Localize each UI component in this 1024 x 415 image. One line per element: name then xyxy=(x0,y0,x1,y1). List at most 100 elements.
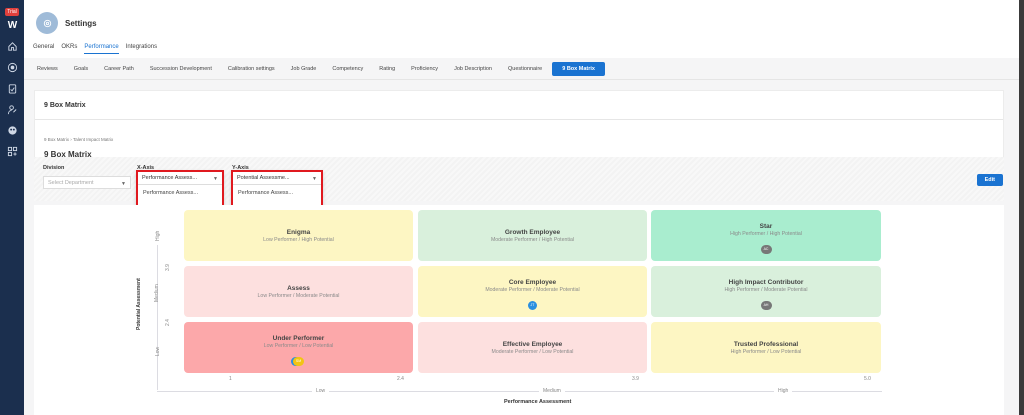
y-axis-label: Y-Axis xyxy=(232,165,249,171)
clipboard-icon[interactable] xyxy=(6,82,18,94)
x-axis-line xyxy=(157,391,882,392)
tab-okrs[interactable]: OKRs xyxy=(61,44,78,50)
chevron-down-icon: ▼ xyxy=(312,176,317,182)
y-level-medium: Medium xyxy=(154,284,160,302)
chevron-down-icon: ▼ xyxy=(213,176,218,182)
x-level-low: Low xyxy=(312,388,330,394)
division-select[interactable]: Select Department ▼ xyxy=(43,176,131,189)
box-title: Growth Employee xyxy=(504,229,561,236)
sidebar: Trial W xyxy=(0,0,24,415)
edit-button[interactable]: Edit xyxy=(976,174,1003,186)
sub-tabs: Reviews Goals Career Path Succession Dev… xyxy=(24,58,1019,80)
x-tick: 2.4 xyxy=(397,376,404,382)
box-enigma[interactable]: Enigma Low Performer / High Potential xyxy=(184,210,413,261)
y-axis-value: Potential Assessme... xyxy=(237,175,290,181)
top-tabs: General OKRs Performance Integrations xyxy=(33,44,164,54)
x-tick: 5.0 xyxy=(864,376,871,382)
box-effective-employee[interactable]: Effective Employee Moderate Performer / L… xyxy=(418,322,647,373)
tab-performance[interactable]: Performance xyxy=(84,44,119,54)
breadcrumb-separator: › xyxy=(70,137,72,142)
box-title: High Impact Contributor xyxy=(728,279,804,286)
box-subtitle: High Performer / Low Potential xyxy=(730,349,802,355)
page-header-title: Settings xyxy=(65,18,97,28)
x-axis-label: X-Axis xyxy=(137,165,155,171)
trial-badge: Trial xyxy=(5,8,19,16)
subtab-rating[interactable]: Rating xyxy=(379,65,396,72)
x-axis-title: Performance Assessment xyxy=(504,399,572,405)
box-assess[interactable]: Assess Low Performer / Moderate Potential xyxy=(184,266,413,317)
subtab-job-description[interactable]: Job Description xyxy=(454,65,492,72)
chevron-down-icon: ▼ xyxy=(121,181,126,187)
employee-avatar[interactable]: JT xyxy=(528,301,537,310)
card-title: 9 Box Matrix xyxy=(44,102,86,109)
apps-add-icon[interactable] xyxy=(6,145,18,157)
box-subtitle: Low Performer / Moderate Potential xyxy=(257,293,340,299)
y-axis-option[interactable]: Performance Assess... xyxy=(238,190,294,196)
main-panel: Settings General OKRs Performance Integr… xyxy=(24,0,1019,415)
x-level-high: High xyxy=(774,388,793,394)
breadcrumb-item[interactable]: Talent Impact Matrix xyxy=(72,137,114,142)
x-tick: 1 xyxy=(229,376,232,382)
user-settings-icon[interactable] xyxy=(6,103,18,115)
subtab-job-grade[interactable]: Job Grade xyxy=(290,65,317,72)
divider xyxy=(35,119,1003,120)
box-title: Assess xyxy=(287,285,310,292)
box-title: Effective Employee xyxy=(502,341,563,348)
x-axis-value: Performance Assess... xyxy=(142,175,198,181)
subtab-career-path[interactable]: Career Path xyxy=(104,65,134,72)
y-axis-title: Potential Assessment xyxy=(136,278,142,330)
nine-box-matrix: Enigma Low Performer / High Potential Gro… xyxy=(34,205,1004,415)
x-tick: 3.9 xyxy=(632,376,639,382)
y-tick: 3.9 xyxy=(165,264,171,271)
subtab-succession-development[interactable]: Succession Development xyxy=(149,65,212,72)
box-subtitle: Moderate Performer / Low Potential xyxy=(491,349,574,355)
box-title: Trusted Professional xyxy=(733,341,799,348)
box-subtitle: Moderate Performer / High Potential xyxy=(490,237,575,243)
people-icon[interactable] xyxy=(6,124,18,136)
home-icon[interactable] xyxy=(6,40,18,52)
box-subtitle: Low Performer / Low Potential xyxy=(263,343,334,349)
box-subtitle: Low Performer / High Potential xyxy=(263,237,334,243)
page-title: 9 Box Matrix xyxy=(44,150,92,159)
breadcrumb-item[interactable]: 9 Box Matrix xyxy=(44,137,70,142)
subtab-goals[interactable]: Goals xyxy=(73,65,89,72)
y-axis-select[interactable]: Potential Assessme... ▼ xyxy=(233,172,321,185)
box-title: Enigma xyxy=(286,229,311,236)
box-under-performer[interactable]: Under Performer Low Performer / Low Poten… xyxy=(184,322,413,373)
box-subtitle: High Performer / High Potential xyxy=(730,231,802,237)
tab-general[interactable]: General xyxy=(33,44,55,50)
box-title: Under Performer xyxy=(272,335,325,342)
window-edge xyxy=(1019,0,1024,415)
employee-avatar[interactable]: AH xyxy=(760,301,772,310)
box-high-impact-contributor[interactable]: High Impact Contributor High Performer / … xyxy=(651,266,881,317)
subtab-reviews[interactable]: Reviews xyxy=(37,65,58,72)
app-logo: W xyxy=(7,20,18,31)
subtab-calibration-settings[interactable]: Calibration settings xyxy=(227,65,275,72)
box-title: Core Employee xyxy=(508,279,557,286)
box-subtitle: High Performer / Moderate Potential xyxy=(724,287,808,293)
box-subtitle: Moderate Performer / Moderate Potential xyxy=(485,287,580,293)
subtab-9-box-matrix[interactable]: 9 Box Matrix xyxy=(552,61,605,76)
breadcrumb: 9 Box Matrix › Talent Impact Matrix xyxy=(44,137,113,142)
y-level-low: Low xyxy=(155,346,161,356)
page-header: Settings xyxy=(36,12,97,34)
target-icon[interactable] xyxy=(6,61,18,73)
box-title: Star xyxy=(759,223,773,230)
division-label: Division xyxy=(43,165,65,171)
subtab-questionnaire[interactable]: Questionnaire xyxy=(507,65,543,72)
box-core-employee[interactable]: Core Employee Moderate Performer / Modera… xyxy=(418,266,647,317)
tab-integrations[interactable]: Integrations xyxy=(125,44,158,50)
subtab-competency[interactable]: Competency xyxy=(332,65,364,72)
subtab-proficiency[interactable]: Proficiency xyxy=(411,65,439,72)
employee-avatar[interactable]: SM xyxy=(293,357,304,366)
x-axis-select[interactable]: Performance Assess... ▼ xyxy=(138,172,222,185)
employee-avatar[interactable]: AC xyxy=(760,245,772,254)
x-axis-option[interactable]: Performance Assess... xyxy=(143,190,199,196)
y-axis-line xyxy=(157,245,158,390)
box-trusted-professional[interactable]: Trusted Professional High Performer / Low… xyxy=(651,322,881,373)
settings-gear-icon xyxy=(36,12,58,34)
box-star[interactable]: Star High Performer / High Potential AC xyxy=(651,210,881,261)
y-tick: 2.4 xyxy=(165,319,171,326)
division-placeholder: Select Department xyxy=(48,179,94,186)
box-growth-employee[interactable]: Growth Employee Moderate Performer / High… xyxy=(418,210,647,261)
